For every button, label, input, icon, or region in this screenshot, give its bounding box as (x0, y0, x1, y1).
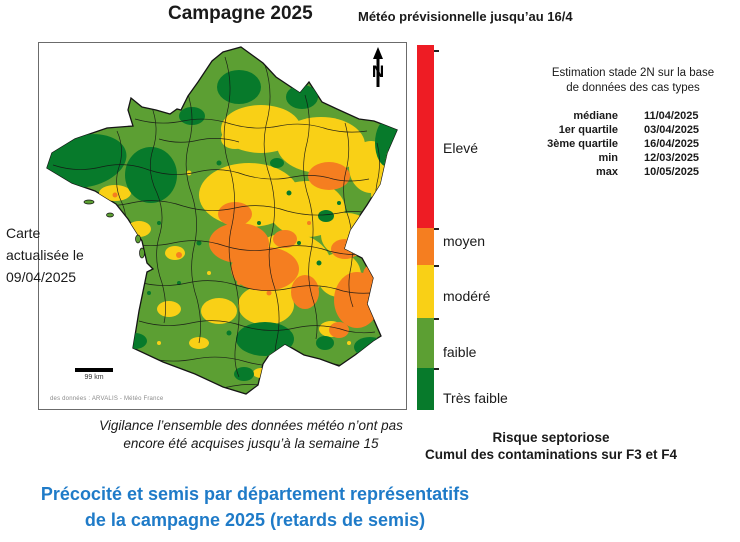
legend-label-eleve: Elevé (443, 140, 479, 156)
map-frame: N (38, 42, 407, 410)
legend-swatch-moyen (417, 228, 434, 265)
estimation-table: médiane 11/04/2025 1er quartile 03/04/20… (532, 109, 699, 179)
table-row: max 10/05/2025 (532, 165, 699, 179)
table-row: min 12/03/2025 (532, 151, 699, 165)
department-borders (52, 56, 380, 389)
risk-title: Risque septoriose Cumul des contaminatio… (424, 430, 678, 462)
stat-label: 1er quartile (558, 124, 618, 136)
stat-label: médiane (573, 110, 618, 122)
legend-label-faible: faible (443, 344, 477, 360)
legend-label-tres-faible: Très faible (443, 390, 508, 406)
scale-bar (75, 368, 113, 372)
map-of-france: N (46, 46, 398, 395)
stat-value: 12/03/2025 (644, 152, 700, 164)
table-row: 3ème quartile 16/04/2025 (532, 137, 699, 151)
legend-tick (434, 228, 439, 230)
table-row: 1er quartile 03/04/2025 (532, 123, 699, 137)
svg-text:N: N (372, 62, 384, 81)
estimation-heading: Estimation stade 2N sur la base de donné… (551, 67, 715, 94)
map-updated-note: Carte actualisée le 09/04/2025 (6, 225, 84, 285)
stat-label: min (598, 152, 618, 164)
legend-tick (434, 318, 439, 320)
weather-subtitle: Météo prévisionnelle jusqu’au 16/4 (358, 9, 573, 24)
page-title: Campagne 2025 (168, 3, 313, 24)
legend-label-modere: modéré (443, 288, 491, 304)
legend-tick (434, 50, 439, 52)
legend-swatch-faible (417, 318, 434, 368)
stat-value: 10/05/2025 (644, 166, 700, 178)
stat-label: max (595, 166, 618, 178)
legend-swatch-tres-faible (417, 368, 434, 410)
table-row: médiane 11/04/2025 (532, 109, 699, 123)
atlantic-islands (83, 199, 145, 259)
legend-swatch-modere (417, 265, 434, 318)
stat-label: 3ème quartile (547, 138, 618, 150)
legend-tick (434, 265, 439, 267)
legend-label-moyen: moyen (443, 233, 486, 249)
stat-value: 11/04/2025 (644, 110, 699, 122)
stat-value: 16/04/2025 (644, 138, 700, 150)
risk-zones (47, 56, 397, 394)
risk-legend-bar (417, 45, 434, 410)
scale-bar-label: 99 km (84, 374, 104, 381)
legend-tick (434, 368, 439, 370)
vigilance-note: Vigilance l’ensemble des données météo n… (99, 418, 403, 451)
north-arrow-icon: N (372, 47, 384, 87)
map-attribution: des données : ARVALIS - Météo France (50, 396, 164, 402)
stat-value: 03/04/2025 (644, 124, 700, 136)
legend-swatch-eleve (417, 45, 434, 228)
footer-heading: Précocité et semis par département repré… (40, 484, 470, 530)
